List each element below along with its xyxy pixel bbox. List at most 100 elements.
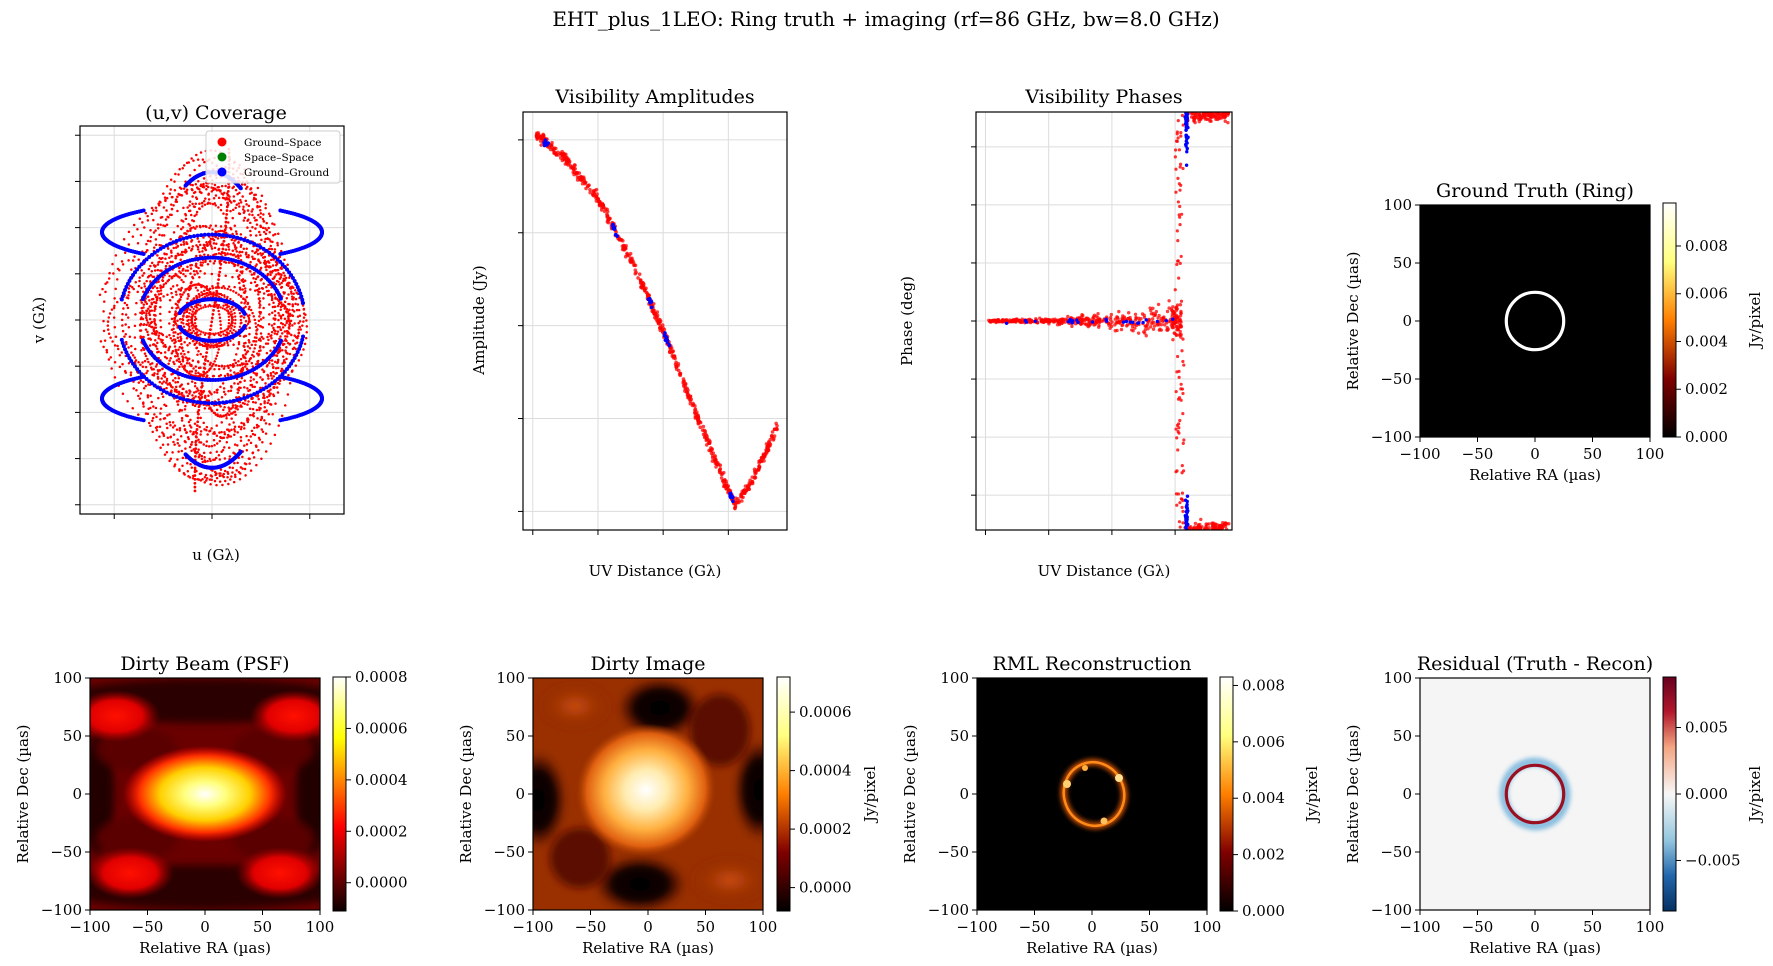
uv-point-ground-space (267, 377, 270, 380)
uv-point-ground-space (198, 250, 201, 254)
uv-point-ground-space (187, 318, 190, 322)
uv-point-ground-space (192, 391, 196, 394)
uv-point-ground-space (292, 292, 295, 295)
uv-point-ground-space (234, 247, 237, 251)
uv-point-ground-space (227, 366, 230, 370)
uv-point-ground-space (262, 213, 265, 216)
uv-point-ground-space (195, 346, 199, 350)
uv-point-ground-ground (245, 394, 250, 399)
uv-point-ground-space (264, 382, 267, 385)
uv-point-ground-space (274, 402, 277, 405)
uv-point-ground-space (244, 199, 248, 203)
uv-point-ground-space (184, 369, 188, 372)
uv-point-ground-ground (267, 383, 272, 388)
uv-point-ground-space (173, 320, 177, 324)
uv-point-ground-space (150, 261, 154, 265)
uv-point-ground-space (208, 291, 212, 295)
uv-point-ground-space (246, 226, 249, 229)
uv-point-ground-space (252, 350, 255, 353)
amp-point (742, 488, 747, 492)
uv-point-ground-space (227, 413, 231, 417)
uv-point-ground-space (147, 311, 151, 315)
uv-point-ground-space (121, 392, 125, 395)
uv-point-ground-ground (235, 235, 240, 240)
uv-point-ground-space (234, 413, 237, 416)
amp-point (685, 393, 690, 397)
uv-point-ground-space (271, 222, 274, 225)
uv-point-ground-space (243, 379, 246, 383)
uv-point-ground-space (299, 328, 302, 331)
uv-point-ground-space (152, 218, 155, 222)
uv-point-ground-space (232, 289, 235, 293)
uv-point-ground-space (216, 237, 220, 240)
uv-point-ground-space (253, 216, 256, 220)
uv-point-ground-ground (199, 233, 204, 238)
amp-point (765, 447, 769, 452)
uv-point-ground-space (236, 405, 239, 408)
uv-point-ground-space (227, 285, 231, 288)
uv-point-ground-space (166, 443, 170, 446)
uv-point-ground-space (219, 373, 223, 377)
uv-point-ground-space (276, 330, 280, 333)
uv-point-ground-space (215, 442, 219, 445)
uv-point-ground-space (193, 332, 197, 335)
uv-point-ground-space (234, 230, 238, 233)
uv-point-ground-space (156, 254, 159, 257)
amp-point-gg (730, 495, 734, 500)
uv-point-ground-space (241, 401, 245, 405)
uv-point-ground-space (127, 294, 130, 297)
uv-point-ground-space (155, 298, 159, 302)
uv-point-ground-ground (121, 291, 126, 296)
uv-point-ground-space (157, 289, 160, 293)
uv-point-ground-space (200, 454, 204, 458)
uv-point-ground-space (121, 312, 124, 316)
uv-point-ground-space (228, 466, 232, 469)
uv-point-ground-space (261, 226, 265, 230)
uv-point-ground-ground (195, 400, 200, 405)
amp-point (636, 276, 640, 280)
uv-point-ground-space (147, 337, 150, 340)
uv-point-ground-space (238, 477, 242, 481)
uv-point-ground-space (281, 279, 285, 283)
uv-point-ground-space (272, 326, 275, 330)
uv-point-ground-space (169, 457, 173, 461)
uv-point-ground-space (143, 359, 147, 363)
uv-point-ground-space (223, 457, 227, 460)
uv-point-ground-space (262, 316, 265, 319)
uv-point-ground-space (262, 306, 265, 310)
uv-point-ground-space (210, 409, 214, 413)
uv-point-ground-space (277, 318, 280, 322)
uv-point-ground-space (213, 368, 216, 371)
uv-point-ground-space (105, 348, 108, 352)
uv-point-ground-ground (275, 376, 280, 381)
uv-point-ground-space (243, 183, 247, 186)
uv-point-ground-space (149, 239, 152, 243)
uv-point-ground-space (190, 263, 194, 267)
uv-point-ground-space (161, 443, 165, 447)
uv-point-ground-space (193, 466, 197, 470)
uv-point-ground-space (145, 309, 149, 313)
uv-point-ground-space (181, 456, 185, 460)
uv-point-ground-space (168, 322, 171, 325)
amp-point (766, 442, 771, 447)
uv-point-ground-space (240, 376, 244, 380)
uv-point-ground-space (193, 454, 197, 458)
uv-point-ground-space (198, 243, 202, 247)
uv-point-ground-space (155, 209, 158, 212)
uv-point-ground-space (178, 427, 182, 430)
uv-point-ground-space (229, 369, 232, 372)
uv-point-ground-space (225, 331, 229, 334)
uv-point-ground-space (191, 183, 194, 187)
uv-point-ground-space (122, 238, 126, 241)
uv-point-ground-space (205, 294, 208, 297)
amp-point (743, 484, 748, 488)
uv-point-ground-space (238, 251, 241, 254)
uv-point-ground-space (197, 389, 200, 392)
uv-point-ground-space (207, 407, 211, 410)
uv-point-ground-space (228, 423, 231, 426)
uv-point-ground-space (217, 247, 221, 251)
uv-point-ground-space (144, 211, 148, 215)
uv-point-ground-space (233, 311, 236, 315)
amp-point (759, 459, 763, 463)
uv-point-ground-space (106, 324, 110, 327)
